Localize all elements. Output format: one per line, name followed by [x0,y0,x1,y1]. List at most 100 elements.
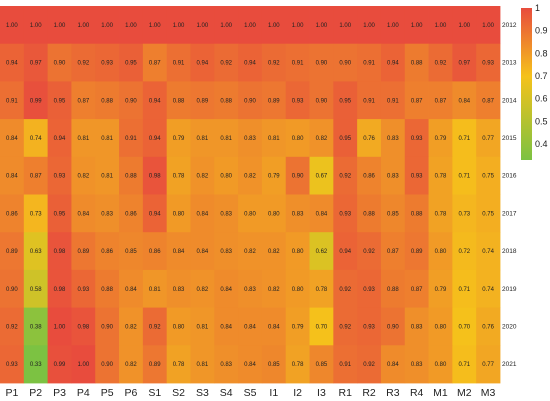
cell-value-label: 0.89 [197,98,209,104]
cell-value-label: 1.00 [316,23,328,29]
cell-value-label: 0.93 [411,136,423,142]
cell-value-label: 0.86 [125,211,137,217]
cell-value-label: 0.91 [125,136,137,142]
heatmap-cell [357,232,382,271]
cell-value-label: 0.80 [220,174,232,180]
heatmap-cell [476,81,501,120]
cell-value-label: 0.83 [101,211,113,217]
heatmap-cell [95,194,120,233]
cell-value-label: 0.93 [411,174,423,180]
cell-value-label: 0.93 [77,287,89,293]
cell-value-label: 1.00 [54,23,66,29]
cell-value-label: 0.62 [316,249,328,255]
cell-value-label: 0.95 [54,211,66,217]
cell-value-label: 0.80 [292,136,304,142]
cell-value-label: 0.79 [173,136,185,142]
heatmap-cell [238,81,263,120]
cell-value-label: 0.92 [268,61,280,67]
cell-value-label: 0.78 [292,362,304,368]
heatmap-cell [0,269,25,308]
cell-value-label: 0.93 [292,98,304,104]
heatmap-cells [0,6,501,384]
heatmap-cell [285,119,310,158]
cell-value-label: 0.99 [30,98,42,104]
heatmap-cell [23,6,49,45]
heatmap-cell [95,232,120,271]
cell-value-label: 0.90 [6,287,18,293]
cell-value-label: 0.81 [197,324,209,330]
cell-value-label: 0.78 [173,174,185,180]
x-tick-label: P4 [77,387,90,399]
heatmap-cell [214,119,239,158]
heatmap-cell [357,194,382,233]
heatmap-cell [71,232,96,271]
cell-value-label: 0.84 [77,211,89,217]
cell-value-label: 0.93 [6,362,18,368]
heatmap-cell [309,307,334,346]
heatmap-cell [166,43,191,82]
cell-value-label: 0.80 [244,211,256,217]
heatmap-cell [238,119,263,158]
heatmap-cell [95,81,120,120]
heatmap-cell [476,6,501,45]
heatmap-cell [119,345,144,384]
cell-value-label: 0.94 [149,98,161,104]
heatmap-cell [238,194,263,233]
cell-value-label: 0.92 [363,362,375,368]
y-tick-label: 2016 [502,173,517,180]
heatmap-cell [452,269,477,308]
heatmap-cell [261,269,287,308]
cell-value-label: 0.90 [244,98,256,104]
y-tick-label: 2017 [502,210,517,217]
cell-value-label: 0.80 [435,324,447,330]
cell-value-label: 0.80 [268,211,280,217]
heatmap-cell [452,81,477,120]
heatmap-cell [357,81,382,120]
y-tick-label: 2012 [502,22,517,29]
y-tick-label: 2015 [502,135,517,142]
heatmap-cell [380,156,406,195]
x-tick-label: P3 [53,387,66,399]
cell-value-label: 1.00 [458,23,470,29]
heatmap-cell [119,119,144,158]
cell-value-label: 0.82 [197,174,209,180]
x-tick-label: S4 [220,387,233,399]
heatmap-cell [476,119,501,158]
colorbar-tick-label: 0.8 [535,48,548,58]
heatmap-cell [357,6,382,45]
cell-value-label: 1.00 [54,324,66,330]
heatmap-cell [71,156,96,195]
x-tick-label: M3 [481,387,496,399]
cell-value-label: 0.82 [77,174,89,180]
cell-value-label: 0.94 [6,61,18,67]
heatmap-cell [190,81,215,120]
colorbar-gradient [521,8,532,160]
cell-value-label: 0.89 [411,249,423,255]
cell-value-label: 0.86 [101,249,113,255]
heatmap-cell [166,6,191,45]
cell-value-label: 0.72 [458,249,470,255]
heatmap-cell [47,345,72,384]
heatmap-cell [357,156,382,195]
heatmap-cell [142,194,168,233]
heatmap-cell [47,269,72,308]
x-tick-label: S2 [172,387,185,399]
cell-value-label: 0.92 [363,249,375,255]
heatmap-cell [285,81,310,120]
heatmap-cell [0,43,25,82]
heatmap-cell [357,119,382,158]
cell-value-label: 0.84 [197,211,209,217]
cell-value-label: 1.00 [6,23,18,29]
heatmap-cell [166,156,191,195]
x-axis-tick-labels: P1 P2 P3 P4 P5 P6 S1 S2 S3 S4 S5 I1 I2 I3 R1 R2 R3 R4 M1 M2… [5,387,495,399]
cell-value-label: 0.94 [149,136,161,142]
cell-value-label: 0.84 [6,136,18,142]
cell-value-label: 0.89 [6,249,18,255]
heatmap-cell [119,269,144,308]
cell-value-label: 1.00 [149,23,161,29]
cell-value-label: 0.91 [339,362,351,368]
heatmap-cell [0,156,25,195]
cell-value-label: 1.00 [387,23,399,29]
cell-value-label: 0.79 [435,136,447,142]
cell-value-label: 1.00 [339,23,351,29]
